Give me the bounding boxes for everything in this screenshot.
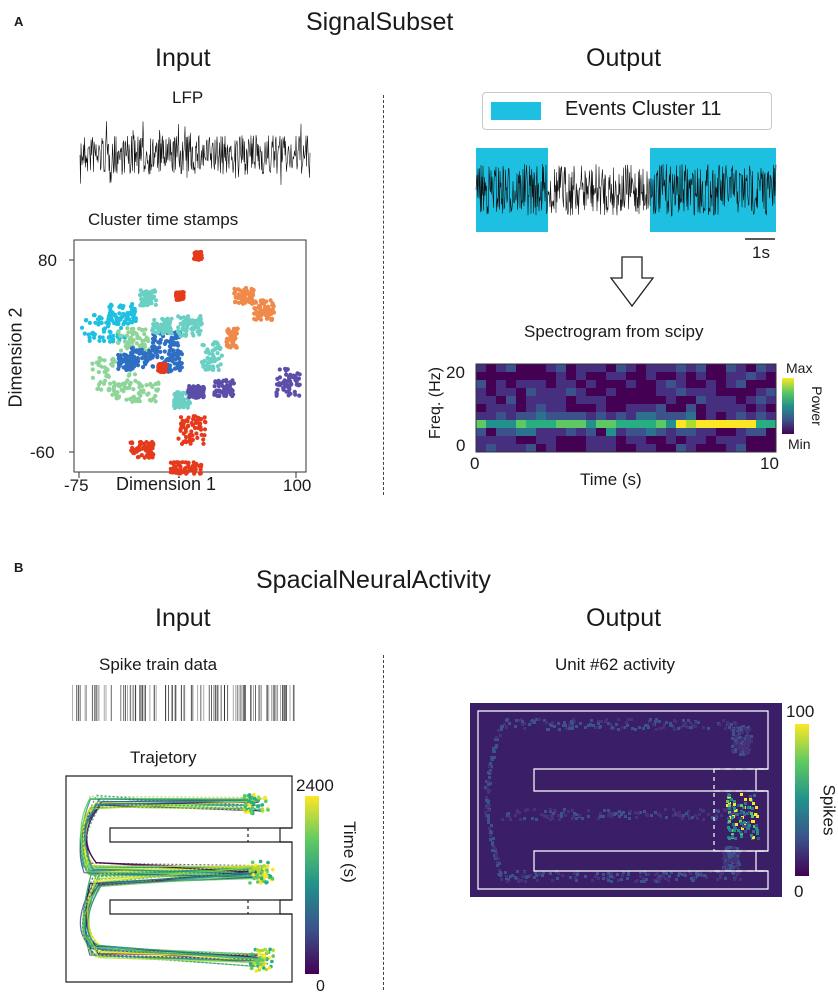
event-region-1 xyxy=(476,148,548,232)
panel-b-input-heading: Input xyxy=(155,604,211,632)
spike-train xyxy=(72,685,295,721)
panel-b-label: B xyxy=(14,560,24,575)
time-colorbar xyxy=(305,796,319,974)
panel-b-title: SpacialNeuralActivity xyxy=(256,566,491,594)
spec-xtick-left: 0 xyxy=(470,454,480,473)
scatter-xtick-left: -75 xyxy=(64,476,89,495)
cluster-label: Cluster time stamps xyxy=(88,210,239,229)
scatter-ytick-top: 80 xyxy=(38,251,57,270)
spec-cbar-min: Min xyxy=(788,436,811,452)
panel-b-divider xyxy=(383,655,384,990)
spec-ylabel: Freq. (Hz) xyxy=(427,367,444,439)
panel-a-divider xyxy=(383,95,384,495)
spikes-cbar-label: Spikes xyxy=(819,784,838,836)
spec-xlabel: Time (s) xyxy=(580,470,642,489)
cluster-scatter xyxy=(69,239,307,478)
spec-ytick-bottom: 0 xyxy=(456,436,466,455)
spectrogram xyxy=(475,363,777,453)
panel-a-output-heading: Output xyxy=(586,44,662,72)
panel-a-label: A xyxy=(14,14,24,29)
scatter-ytick-bottom: -60 xyxy=(30,443,55,462)
time-cbar-min: 0 xyxy=(316,978,325,995)
spectrogram-title: Spectrogram from scipy xyxy=(524,322,704,341)
spec-xtick-right: 10 xyxy=(760,454,779,473)
trajectory-label: Trajetory xyxy=(130,748,197,767)
event-trace xyxy=(475,148,777,232)
spike-label: Spike train data xyxy=(99,655,218,674)
panel-b-output-heading: Output xyxy=(586,604,662,632)
scatter-xlabel: Dimension 1 xyxy=(116,474,217,494)
maze-inner-bottom xyxy=(109,899,292,915)
scatter-ylabel: Dimension 2 xyxy=(5,307,26,408)
legend-swatch xyxy=(491,102,541,120)
time-cbar-label: Time (s) xyxy=(339,821,359,883)
scalebar xyxy=(745,238,775,240)
unit-heatmap xyxy=(470,703,782,897)
spikes-cbar-min: 0 xyxy=(794,882,804,901)
legend-label: Events Cluster 11 xyxy=(565,98,722,120)
unit-label: Unit #62 activity xyxy=(555,655,675,674)
down-arrow-icon xyxy=(609,256,655,308)
spec-ytick-top: 20 xyxy=(446,363,465,382)
spec-cbar-max: Max xyxy=(786,360,813,376)
scatter-xtick-right: 100 xyxy=(283,476,312,495)
lfp-trace xyxy=(79,121,311,185)
time-cbar-max: 2400 xyxy=(296,776,334,795)
spikes-cbar-max: 100 xyxy=(786,702,815,721)
spikes-colorbar xyxy=(795,724,809,876)
panel-a-title: SignalSubset xyxy=(306,8,454,36)
events-legend: Events Cluster 11 xyxy=(482,92,772,130)
spec-cbar-label: Power xyxy=(808,386,825,426)
spec-colorbar xyxy=(782,378,794,434)
panel-a-input-heading: Input xyxy=(155,44,211,72)
lfp-label: LFP xyxy=(172,88,204,107)
scalebar-label: 1s xyxy=(752,243,770,262)
trajectory-map xyxy=(65,775,293,983)
maze-inner-top xyxy=(109,827,292,843)
